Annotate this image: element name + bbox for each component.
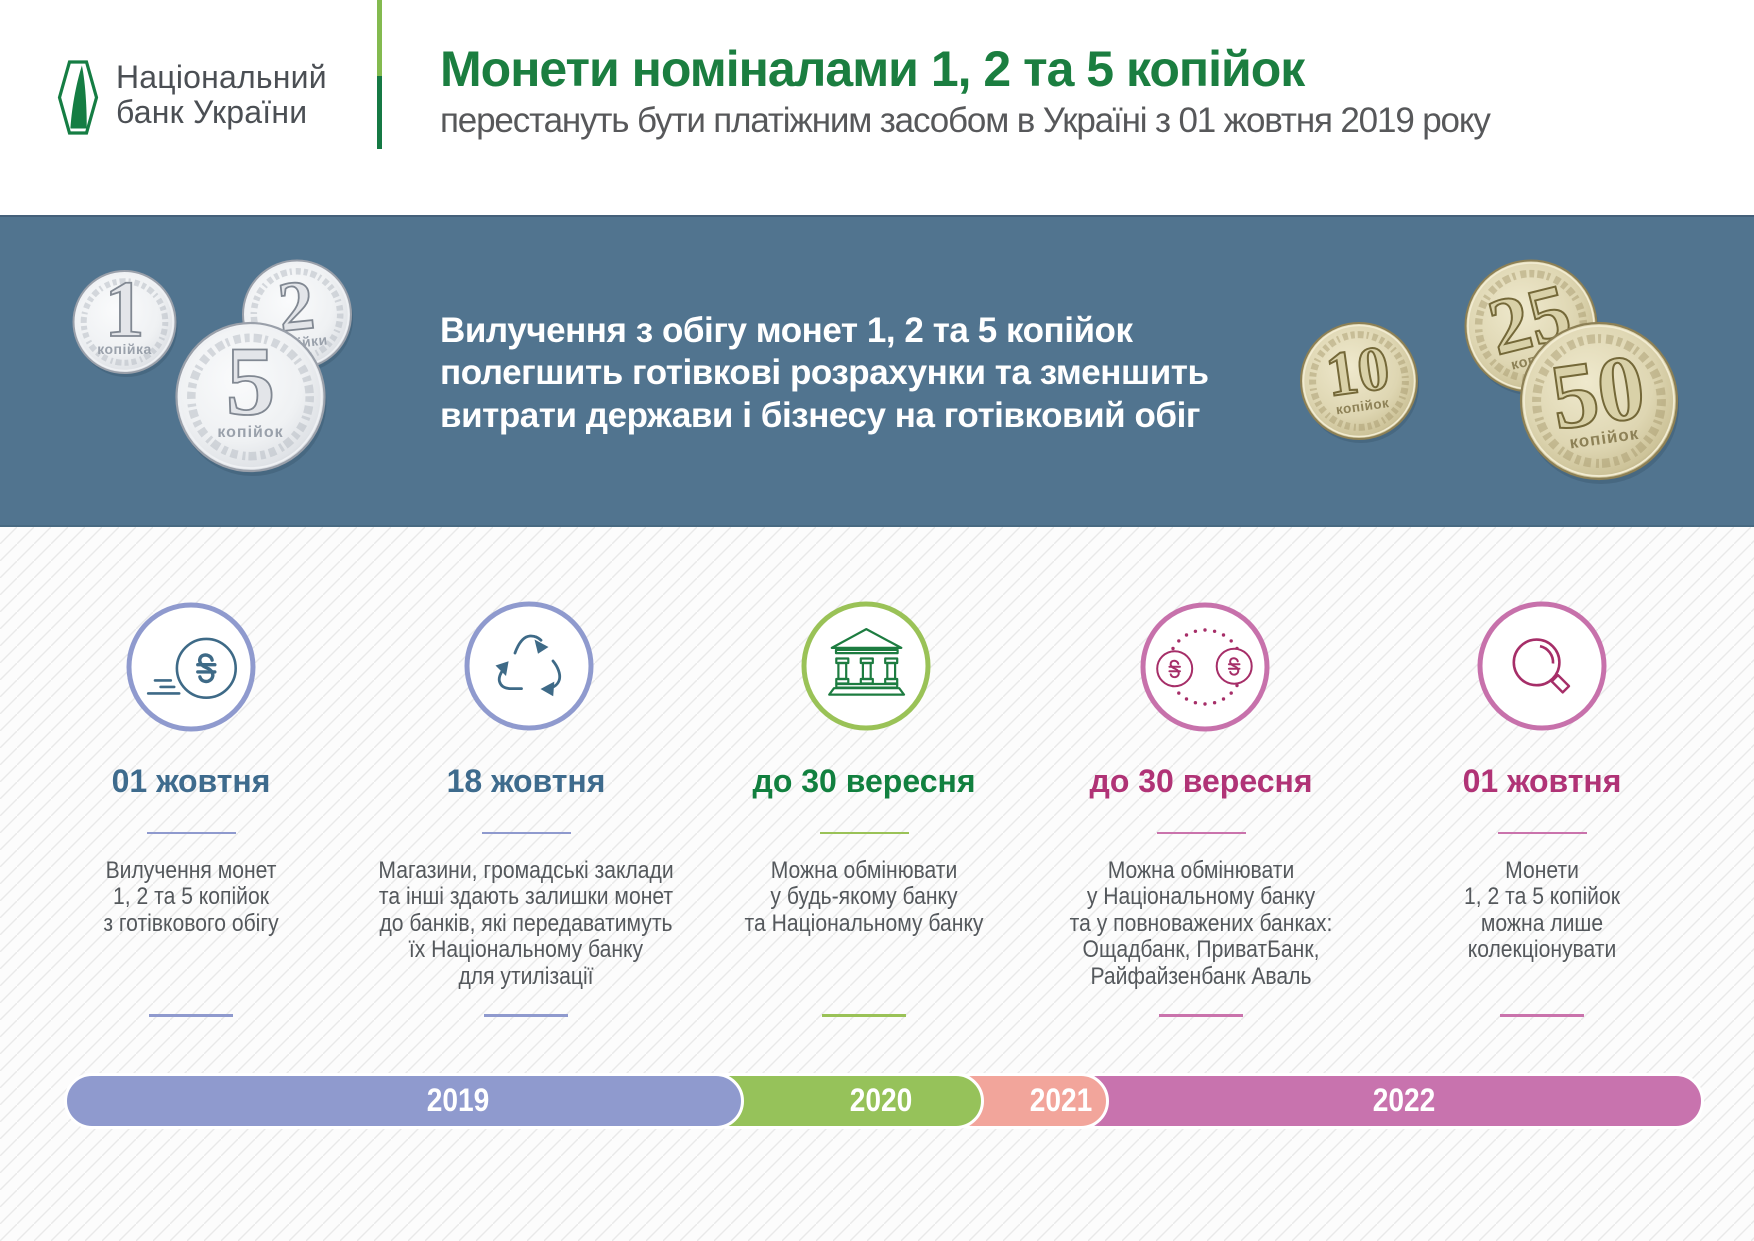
svg-text:5: 5 [226, 327, 276, 436]
svg-text:1: 1 [105, 266, 145, 354]
svg-text:10: 10 [1322, 332, 1394, 410]
svg-text:копійок: копійок [1335, 395, 1390, 417]
svg-text:копійка: копійка [97, 341, 152, 357]
svg-text:50: 50 [1545, 335, 1651, 450]
svg-text:копійок: копійок [217, 424, 283, 441]
